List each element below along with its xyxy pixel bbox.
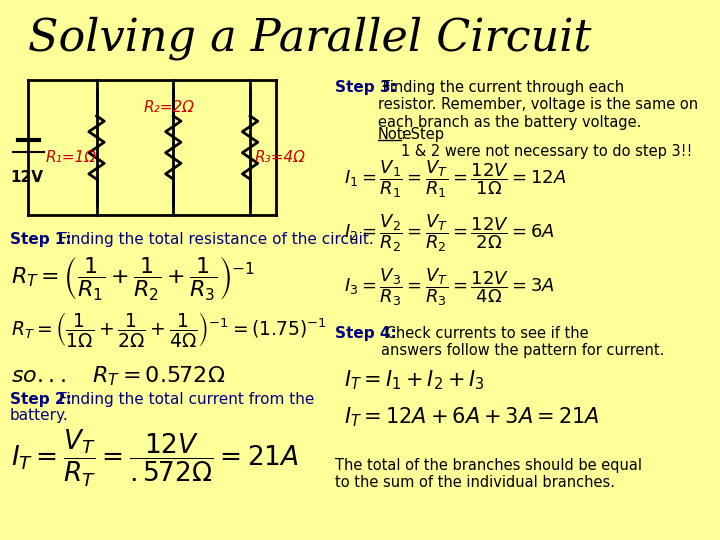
Text: R₂=2Ω: R₂=2Ω <box>143 100 194 116</box>
Text: R₁=1Ω: R₁=1Ω <box>45 150 96 165</box>
Text: $I_T = 12A + 6A + 3A = 21A$: $I_T = 12A + 6A + 3A = 21A$ <box>344 405 600 429</box>
Text: Step 3:: Step 3: <box>336 80 397 95</box>
Text: Step 1:: Step 1: <box>9 232 71 247</box>
Text: Step 4:: Step 4: <box>336 326 397 341</box>
Text: Solving a Parallel Circuit: Solving a Parallel Circuit <box>28 16 591 60</box>
Text: $R_T = \left(\dfrac{1}{1\Omega}+\dfrac{1}{2\Omega}+\dfrac{1}{4\Omega}\right)^{-1: $R_T = \left(\dfrac{1}{1\Omega}+\dfrac{1… <box>12 310 327 349</box>
Text: $I_T = I_1 + I_2 + I_3$: $I_T = I_1 + I_2 + I_3$ <box>344 368 485 392</box>
Text: R₃=4Ω: R₃=4Ω <box>254 150 305 165</box>
Text: Note: Note <box>378 127 413 142</box>
Text: $I_3 = \dfrac{V_3}{R_3} = \dfrac{V_T}{R_3} = \dfrac{12V}{4\Omega} = 3A$: $I_3 = \dfrac{V_3}{R_3} = \dfrac{V_T}{R_… <box>344 266 554 308</box>
Text: Finding the total current from the: Finding the total current from the <box>54 392 314 407</box>
Text: $\mathit{so}...\quad R_T = 0.572\Omega$: $\mathit{so}...\quad R_T = 0.572\Omega$ <box>12 364 225 388</box>
Text: Finding the total resistance of the circuit.: Finding the total resistance of the circ… <box>54 232 374 247</box>
Text: $R_T = \left(\dfrac{1}{R_1}+\dfrac{1}{R_2}+\dfrac{1}{R_3}\right)^{-1}$: $R_T = \left(\dfrac{1}{R_1}+\dfrac{1}{R_… <box>12 254 256 302</box>
Text: Step 2:: Step 2: <box>9 392 71 407</box>
Text: : Step
1 & 2 were not necessary to do step 3!!: : Step 1 & 2 were not necessary to do st… <box>401 127 693 159</box>
Text: $I_T = \dfrac{V_T}{R_T} = \dfrac{12V}{.572\Omega} = 21A$: $I_T = \dfrac{V_T}{R_T} = \dfrac{12V}{.5… <box>12 428 299 489</box>
Text: 12V: 12V <box>10 170 43 185</box>
Text: Check currents to see if the
answers follow the pattern for current.: Check currents to see if the answers fol… <box>382 326 665 359</box>
Text: The total of the branches should be equal
to the sum of the individual branches.: The total of the branches should be equa… <box>336 458 642 490</box>
Text: Finding the current through each
resistor. Remember, voltage is the same on
each: Finding the current through each resisto… <box>378 80 698 130</box>
Text: $I_1 = \dfrac{V_1}{R_1} = \dfrac{V_T}{R_1} = \dfrac{12V}{1\Omega} = 12A$: $I_1 = \dfrac{V_1}{R_1} = \dfrac{V_T}{R_… <box>344 158 566 200</box>
Text: $I_2 = \dfrac{V_2}{R_2} = \dfrac{V_T}{R_2} = \dfrac{12V}{2\Omega} = 6A$: $I_2 = \dfrac{V_2}{R_2} = \dfrac{V_T}{R_… <box>344 212 554 254</box>
Text: battery.: battery. <box>9 408 68 423</box>
